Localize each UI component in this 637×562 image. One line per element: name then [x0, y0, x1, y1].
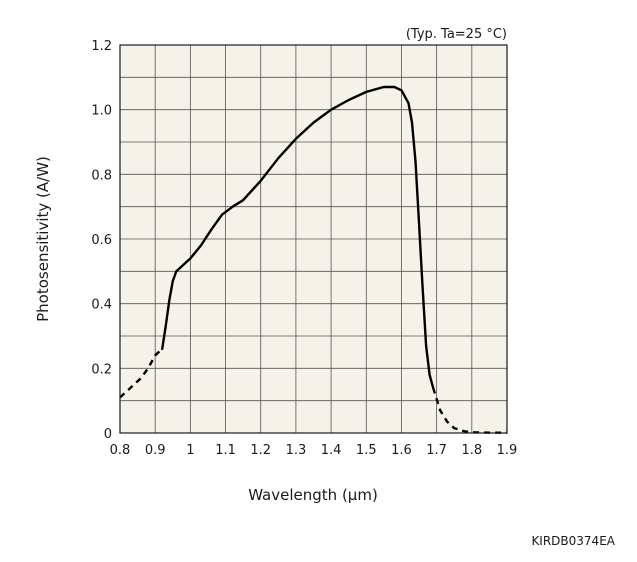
plot-frame [119, 44, 508, 434]
x-tick-label: 1.9 [497, 443, 518, 458]
y-tick-label: 0.2 [91, 362, 112, 377]
y-axis-ticks: 0 0.2 0.4 0.6 0.8 1.0 1.2 [91, 39, 112, 442]
x-tick-label: 1.2 [250, 443, 271, 458]
y-tick-label: 1.2 [91, 39, 112, 54]
x-tick-label: 1.5 [356, 443, 377, 458]
series-line-solid [161, 85, 435, 389]
y-tick-label: 0.4 [91, 298, 112, 313]
y-tick-label: 1.0 [91, 104, 112, 119]
series-line-dashed [119, 348, 164, 399]
x-tick-label: 1.7 [426, 443, 447, 458]
y-axis-label: Photosensitivity (A/W) [34, 156, 52, 322]
condition-note: (Typ. Ta=25 °C) [406, 27, 507, 42]
x-axis-ticks: 0.8 0.9 1 1.1 1.2 1.3 1.4 1.5 1.6 1.7 1.8 1.9 [110, 443, 518, 458]
y-tick-label: 0 [104, 427, 112, 442]
x-tick-label: 1.3 [286, 443, 307, 458]
x-tick-label: 1.6 [391, 443, 412, 458]
x-tick-label: 0.8 [110, 443, 131, 458]
x-tick-label: 1.4 [321, 443, 342, 458]
x-tick-label: 1.1 [215, 443, 236, 458]
x-axis-label: Wavelength (µm) [248, 486, 378, 504]
y-tick-label: 0.8 [91, 168, 112, 183]
x-tick-label: 0.9 [145, 443, 166, 458]
figure-code: KIRDB0374EA [531, 534, 615, 548]
x-tick-label: 1.8 [461, 443, 482, 458]
x-tick-label: 1 [186, 443, 194, 458]
y-tick-label: 0.6 [91, 233, 112, 248]
